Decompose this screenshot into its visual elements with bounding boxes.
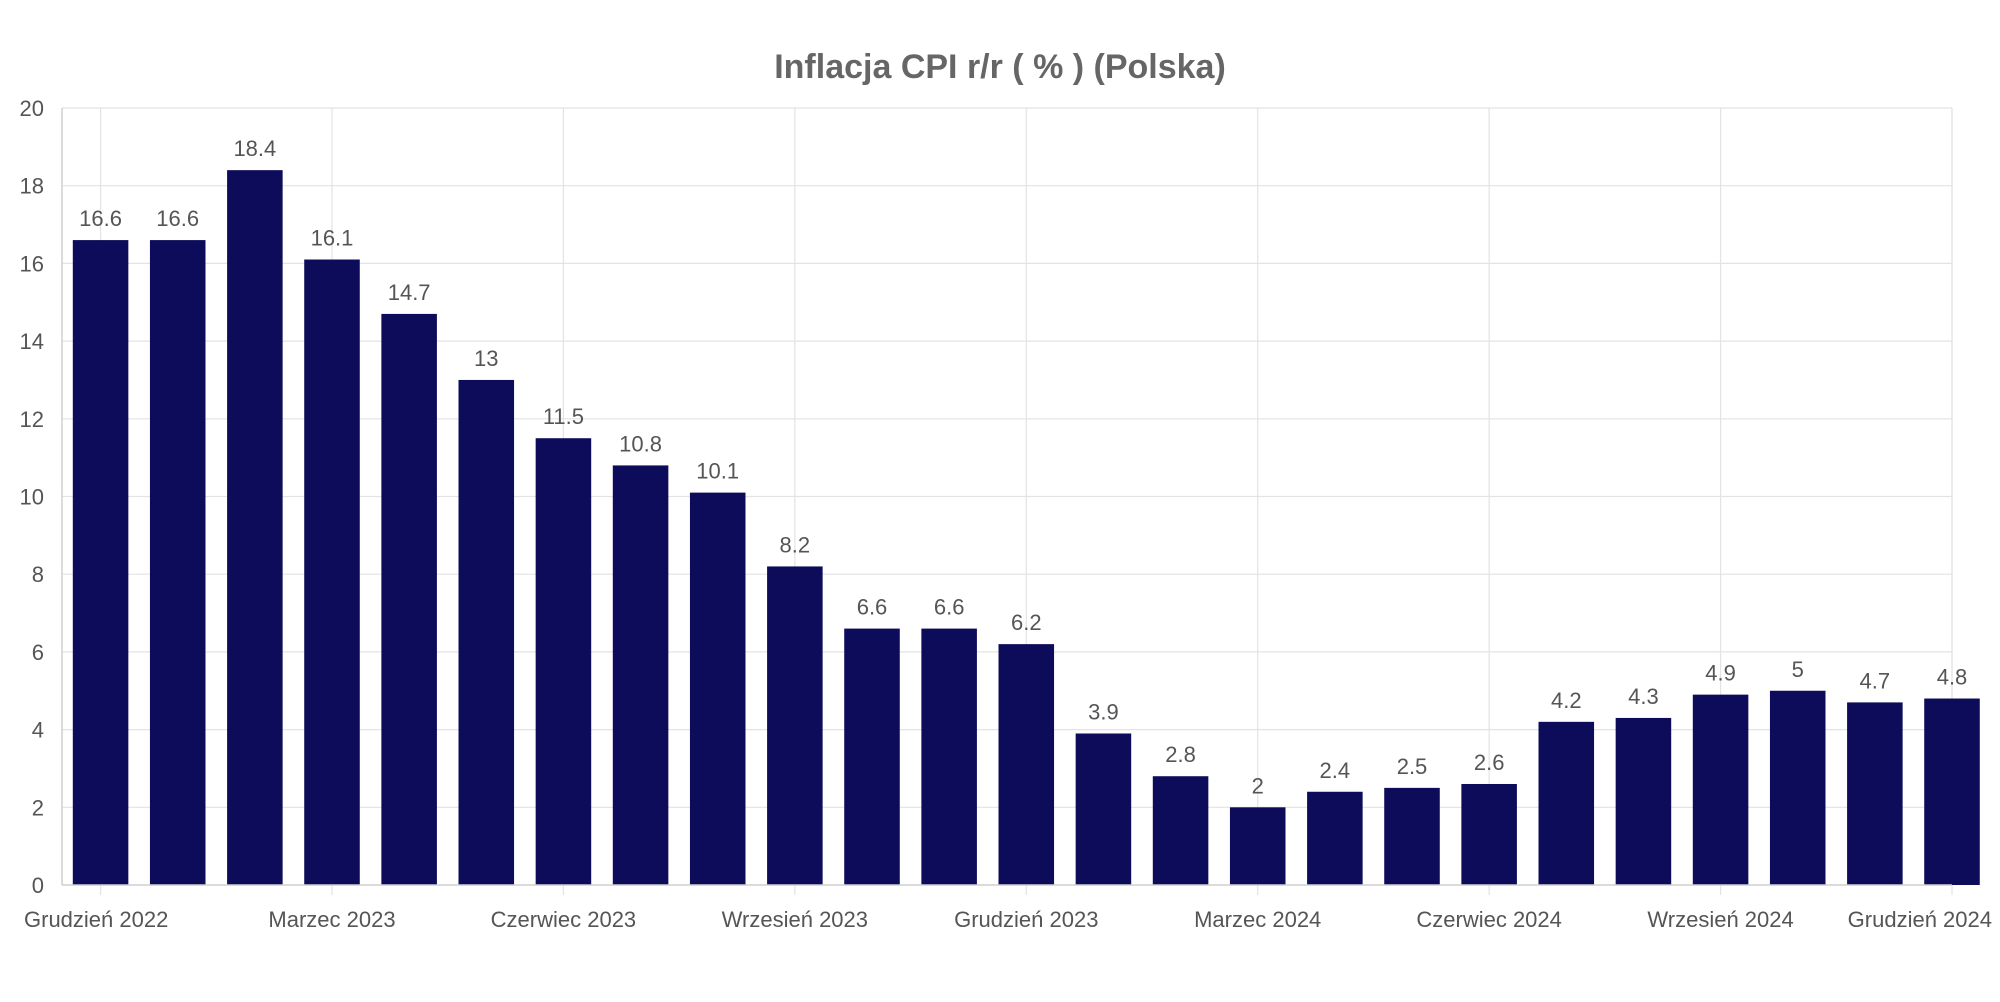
bar[interactable] [1847,702,1903,885]
bar[interactable] [1461,783,1517,885]
y-axis: 0 2 4 6 8 10 12 14 16 18 20 [20,96,63,898]
bar[interactable] [1924,698,1980,885]
bar[interactable] [381,313,437,885]
bar[interactable] [1307,791,1363,885]
data-label: 4.2 [1551,688,1582,713]
y-tick-label: 20 [20,96,44,121]
data-label: 10.1 [696,459,739,484]
data-label: 10.8 [619,431,662,456]
y-tick-label: 6 [32,640,44,665]
data-label: 2.5 [1397,754,1428,779]
data-label: 5 [1792,657,1804,682]
data-label: 11.5 [543,404,584,429]
bar[interactable] [1769,690,1826,885]
x-tick-label: Czerwiec 2023 [491,907,637,932]
data-label: 14.7 [388,280,431,305]
data-label: 8.2 [780,532,811,557]
data-label: 2.6 [1474,750,1505,775]
x-tick-label: Marzec 2024 [1194,907,1321,932]
data-label: 3.9 [1088,699,1119,724]
data-label: 16.1 [311,226,354,251]
bar[interactable] [921,628,977,885]
y-tick-label: 2 [32,795,44,820]
x-tick-label: Grudzień 2022 [24,907,168,932]
chart-title: Inflacja CPI r/r ( % ) (Polska) [774,48,1226,86]
data-label: 2.8 [1165,742,1196,767]
bar[interactable] [1152,776,1209,885]
bar[interactable] [1538,721,1595,885]
data-label: 2 [1252,773,1264,798]
data-label: 16.6 [156,206,199,231]
data-labels: 16.6 16.6 18.4 16.1 14.7 13 11.5 10.8 10.1 8.2 6.6… [79,136,1967,798]
bar[interactable] [227,170,283,885]
bar[interactable] [458,379,515,885]
bar[interactable] [844,628,900,885]
data-label: 6.6 [934,595,965,620]
y-tick-label: 0 [32,873,44,898]
x-tick-label: Czerwiec 2024 [1416,907,1562,932]
data-label: 6.6 [857,595,888,620]
bar[interactable] [998,644,1055,885]
data-label: 4.8 [1937,665,1968,690]
data-label: 2.4 [1320,758,1351,783]
bar[interactable] [1384,787,1440,885]
bar[interactable] [1229,807,1286,885]
y-tick-label: 10 [20,485,44,510]
bar[interactable] [304,259,360,885]
data-label: 13 [474,346,498,371]
x-tick-label: Marzec 2023 [268,907,395,932]
bar[interactable] [1615,717,1672,885]
bar[interactable] [149,240,206,886]
bar[interactable] [72,240,129,886]
data-label: 16.6 [79,206,122,231]
y-tick-label: 18 [20,174,44,199]
y-tick-label: 12 [20,407,44,432]
bar[interactable] [535,438,592,885]
y-tick-label: 8 [32,562,44,587]
bar[interactable] [689,492,746,885]
x-tick-label: Grudzień 2023 [954,907,1098,932]
x-tick-label: Wrzesień 2024 [1647,907,1793,932]
y-tick-label: 16 [20,251,44,276]
data-label: 4.7 [1860,668,1891,693]
x-axis: Grudzień 2022 Marzec 2023 Czerwiec 2023 Wrz… [24,884,1992,932]
bar[interactable] [612,465,669,885]
bar[interactable] [1075,733,1132,885]
data-label: 4.3 [1628,684,1659,709]
data-label: 18.4 [233,136,276,161]
data-label: 4.9 [1705,661,1736,686]
bar[interactable] [767,566,823,885]
x-tick-label: Grudzień 2024 [1848,907,1992,932]
y-tick-label: 14 [20,329,44,354]
data-label: 6.2 [1011,610,1042,635]
y-tick-label: 4 [32,718,44,743]
bar[interactable] [1692,694,1749,885]
x-tick-label: Wrzesień 2023 [722,907,868,932]
bars [72,170,1980,886]
